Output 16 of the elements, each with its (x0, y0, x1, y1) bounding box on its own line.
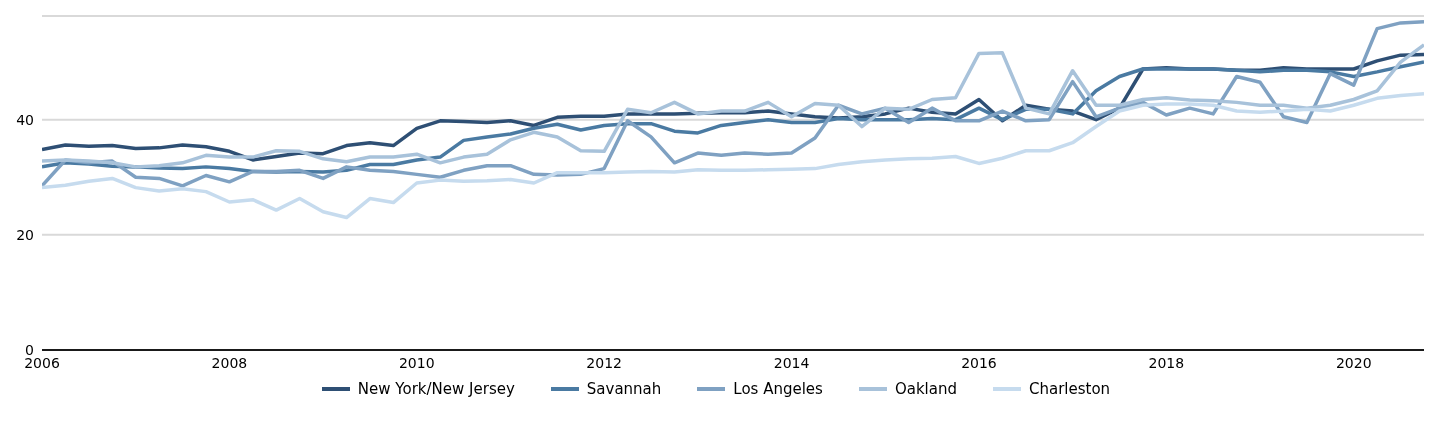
legend-label: Los Angeles (733, 380, 823, 398)
x-tick-label: 2014 (773, 354, 810, 371)
x-tick-label: 2010 (398, 354, 435, 371)
legend-label: Oakland (894, 380, 957, 398)
x-tick-label: 2012 (586, 354, 622, 371)
x-tick-label: 2018 (1148, 354, 1185, 371)
legend-label: Charleston (1029, 380, 1111, 398)
legend-label: New York/New Jersey (357, 380, 515, 398)
y-tick-label: 20 (16, 226, 34, 243)
legend-label: Savannah (586, 380, 662, 398)
x-tick-label: 2008 (211, 354, 248, 371)
line-series (42, 20, 1424, 188)
x-tick-label: 2016 (961, 354, 997, 371)
x-tick-label: 2020 (1335, 354, 1372, 371)
line-series (42, 91, 1424, 220)
y-tick-label: 40 (16, 111, 34, 128)
